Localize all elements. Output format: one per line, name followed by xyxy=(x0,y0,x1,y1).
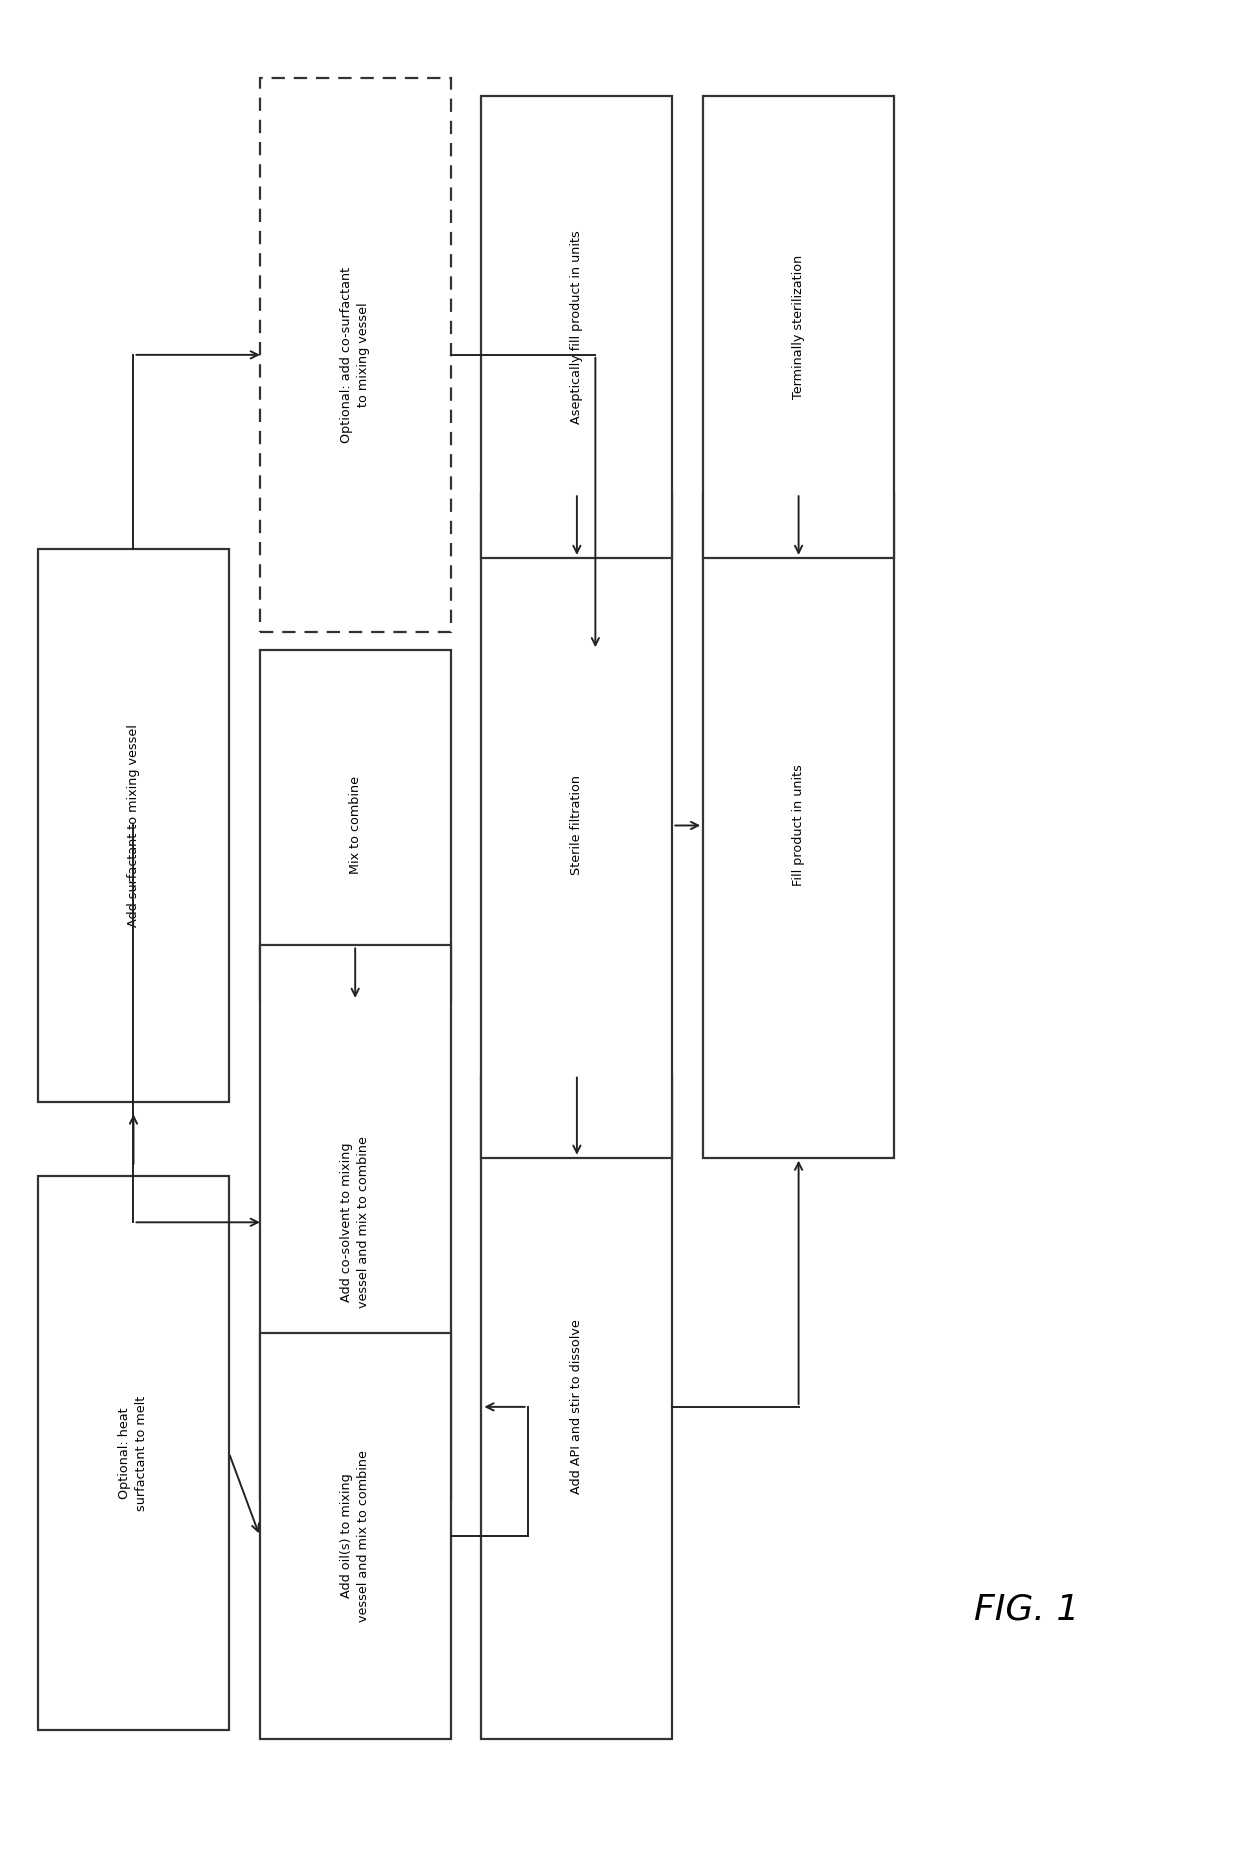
Bar xyxy=(259,946,450,1500)
Text: Add API and stir to dissolve: Add API and stir to dissolve xyxy=(570,1320,583,1494)
Bar xyxy=(259,651,450,1001)
Text: Aseptically fill product in units: Aseptically fill product in units xyxy=(570,230,583,425)
Text: Mix to combine: Mix to combine xyxy=(348,777,362,875)
Bar xyxy=(259,78,450,632)
Text: Fill product in units: Fill product in units xyxy=(792,764,805,886)
Bar xyxy=(259,1333,450,1739)
Text: Terminally sterilization: Terminally sterilization xyxy=(792,256,805,399)
Text: Sterile filtration: Sterile filtration xyxy=(570,775,583,875)
Text: Optional: heat
surfactant to melt: Optional: heat surfactant to melt xyxy=(119,1396,149,1511)
Bar xyxy=(38,549,229,1103)
Text: FIG. 1: FIG. 1 xyxy=(973,1593,1079,1628)
Bar xyxy=(703,96,894,558)
Text: Add co-solvent to mixing
vessel and mix to combine: Add co-solvent to mixing vessel and mix … xyxy=(340,1137,371,1309)
Text: Add surfactant to mixing vessel: Add surfactant to mixing vessel xyxy=(126,725,140,927)
Bar xyxy=(38,1175,229,1730)
Text: Optional: add co-surfactant
to mixing vessel: Optional: add co-surfactant to mixing ve… xyxy=(340,267,371,443)
Bar xyxy=(481,1075,672,1739)
Bar xyxy=(703,493,894,1157)
Bar xyxy=(481,493,672,1157)
Bar xyxy=(481,96,672,558)
Text: Add oil(s) to mixing
vessel and mix to combine: Add oil(s) to mixing vessel and mix to c… xyxy=(340,1450,371,1622)
